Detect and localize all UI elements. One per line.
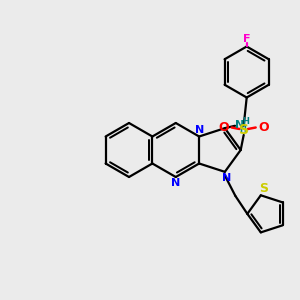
Text: N: N	[235, 120, 244, 130]
Text: S: S	[259, 182, 268, 195]
Text: H: H	[239, 125, 246, 134]
Text: N: N	[222, 173, 231, 183]
Text: F: F	[243, 34, 250, 44]
Text: S: S	[239, 124, 249, 137]
Text: N: N	[171, 178, 180, 188]
Text: O: O	[218, 121, 229, 134]
Text: N: N	[194, 125, 204, 135]
Text: H: H	[242, 117, 249, 126]
Text: O: O	[259, 121, 269, 134]
